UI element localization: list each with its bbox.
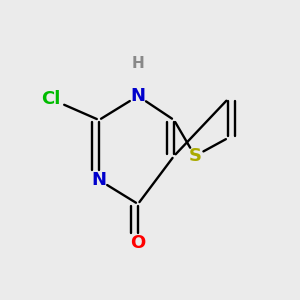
Text: S: S [188, 147, 202, 165]
Text: N: N [92, 171, 106, 189]
Text: N: N [130, 87, 146, 105]
Text: O: O [130, 234, 146, 252]
Text: H: H [132, 56, 144, 70]
Text: Cl: Cl [41, 90, 61, 108]
